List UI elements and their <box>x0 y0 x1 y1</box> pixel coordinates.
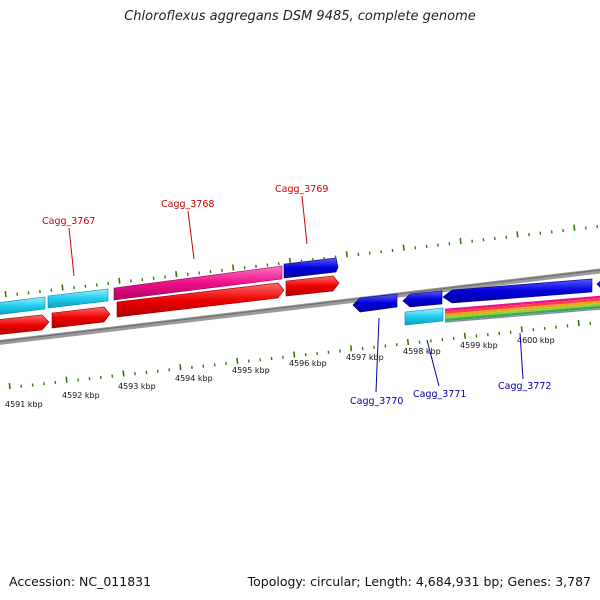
scale-tick-inner <box>463 332 467 339</box>
gene-label-cagg-3770[interactable]: Cagg_3770 <box>350 396 403 407</box>
scale-tick-inner <box>577 320 580 327</box>
kbp-label-4594: 4594 kbp <box>175 374 213 383</box>
kbp-label-4593: 4593 kbp <box>118 382 156 391</box>
gene-label-cagg-3768[interactable]: Cagg_3768 <box>161 199 214 210</box>
cds-feature-cagg-3769[interactable] <box>283 257 339 279</box>
kbp-label-4600: 4600 kbp <box>517 336 555 345</box>
gene-label-cagg-3772[interactable]: Cagg_3772 <box>498 381 551 392</box>
gene-label-cagg-3769[interactable]: Cagg_3769 <box>275 184 328 195</box>
genome-backbone-line <box>0 268 600 345</box>
gene-label-cagg-3767[interactable]: Cagg_3767 <box>42 216 95 227</box>
kbp-label-4591: 4591 kbp <box>5 400 43 409</box>
cds-feature-red-1[interactable] <box>0 314 50 335</box>
scale-tick-outer <box>459 237 462 245</box>
tick-row-outer <box>4 224 599 298</box>
scale-tick-outer <box>118 277 121 284</box>
cds-feature-cyan-2[interactable] <box>47 288 109 309</box>
cds-feature-cagg-3768[interactable] <box>113 265 283 301</box>
gene-label-leaders <box>68 195 524 393</box>
scale-tick-outer <box>345 251 348 258</box>
cds-feature-cagg-3771[interactable] <box>402 290 443 308</box>
kbp-scale-labels: 4591 kbp 4592 kbp 4593 kbp 4594 kbp 4595… <box>5 336 555 409</box>
scale-tick-inner <box>349 345 353 352</box>
scale-tick-outer <box>288 257 292 264</box>
leader-cagg-3772 <box>519 332 524 380</box>
cds-feature-edge[interactable] <box>596 278 600 292</box>
scale-tick-inner <box>179 364 182 371</box>
cds-feature-cagg-3772[interactable] <box>442 278 593 304</box>
scale-tick-outer <box>61 284 64 291</box>
gene-labels: Cagg_3767 Cagg_3768 Cagg_3769 Cagg_3770 … <box>42 184 551 407</box>
cds-feature-red-3768[interactable] <box>116 282 285 318</box>
kbp-label-4592: 4592 kbp <box>62 391 100 400</box>
cds-feature-cagg-3770[interactable] <box>352 293 398 313</box>
leader-cagg-3769 <box>301 195 308 245</box>
leader-cagg-3771 <box>426 339 440 387</box>
kbp-label-4597: 4597 kbp <box>346 353 384 362</box>
scale-tick-inner <box>65 376 68 383</box>
accession-label: Accession: NC_011831 <box>9 574 152 589</box>
scale-tick-inner <box>8 382 11 390</box>
cds-feature-cyan-3771[interactable] <box>404 307 444 326</box>
scale-tick-inner <box>520 326 523 333</box>
scale-tick-outer <box>516 231 519 238</box>
scale-tick-inner <box>122 370 125 377</box>
gene-label-cagg-3771[interactable]: Cagg_3771 <box>413 389 466 400</box>
scale-tick-outer <box>573 224 576 231</box>
scale-tick-outer <box>231 264 235 271</box>
genome-backbone-highlight <box>0 269 600 343</box>
kbp-label-4595: 4595 kbp <box>232 366 270 375</box>
cds-feature-cagg-3767[interactable] <box>51 306 111 329</box>
cds-feature-red-3769[interactable] <box>285 275 340 297</box>
leader-cagg-3768 <box>187 210 195 260</box>
genome-title: Chloroflexus aggregans DSM 9485, complet… <box>124 9 476 24</box>
cds-feature-cyan-1[interactable] <box>0 296 46 315</box>
kbp-label-4598: 4598 kbp <box>403 347 441 356</box>
scale-tick-inner <box>236 357 239 364</box>
leader-cagg-3770 <box>375 317 380 393</box>
colored-feature-band <box>444 295 600 323</box>
scale-tick-outer <box>4 290 7 298</box>
kbp-label-4596: 4596 kbp <box>289 359 327 368</box>
scale-tick-outer <box>175 271 178 278</box>
scale-tick-inner <box>293 351 296 358</box>
leader-cagg-3767 <box>68 227 75 277</box>
kbp-label-4599: 4599 kbp <box>460 341 498 350</box>
scale-tick-inner <box>406 338 410 346</box>
scale-tick-outer <box>402 244 405 251</box>
tick-row-inner <box>8 320 592 390</box>
genome-summary-label: Topology: circular; Length: 4,684,931 bp… <box>247 574 591 589</box>
